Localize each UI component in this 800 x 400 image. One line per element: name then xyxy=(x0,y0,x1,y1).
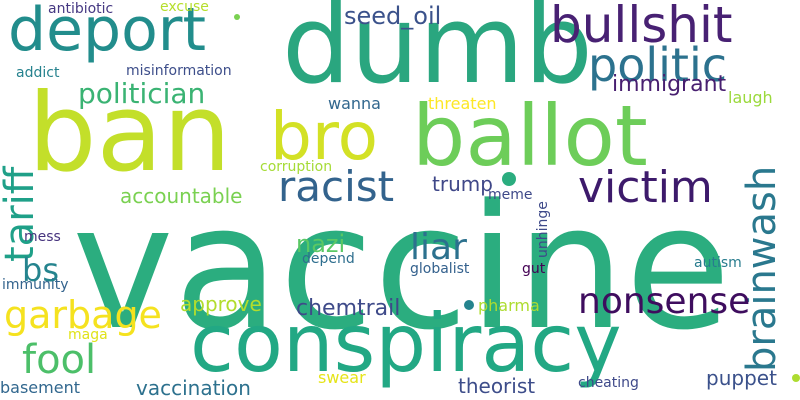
word-gut: gut xyxy=(522,261,546,277)
word-immunity: immunity xyxy=(2,277,69,293)
word-nonsense: nonsense xyxy=(578,281,751,322)
word-garbage: garbage xyxy=(4,293,162,337)
word-swear: swear xyxy=(318,368,366,387)
word-theorist: theorist xyxy=(458,374,536,398)
word-approve: approve xyxy=(180,292,262,316)
dot-mark xyxy=(502,172,516,186)
word-bs: bs xyxy=(22,251,59,289)
word-mess: mess xyxy=(24,229,61,245)
word-vaccination: vaccination xyxy=(136,376,251,400)
word-dumb: dumb xyxy=(282,0,593,108)
word-chemtrail: chemtrail xyxy=(296,296,401,321)
dot-mark xyxy=(234,14,240,20)
word-antibiotic: antibiotic xyxy=(48,1,114,17)
word-pharma: pharma xyxy=(478,296,540,315)
word-autism: autism xyxy=(694,255,742,271)
word-unhinge: unhinge xyxy=(535,201,551,258)
word-tariff: tariff xyxy=(0,166,43,262)
word-nazi: nazi xyxy=(296,230,346,258)
word-excuse: excuse xyxy=(160,0,209,15)
word-deport: deport xyxy=(8,0,206,65)
word-seed-oil: seed_oil xyxy=(344,2,442,30)
word-fool: fool xyxy=(22,337,97,383)
word-bullshit: bullshit xyxy=(550,0,733,54)
word-bro: bro xyxy=(270,98,378,175)
word-threaten: threaten xyxy=(428,94,497,113)
word-victim: victim xyxy=(578,162,713,213)
word-basement: basement xyxy=(0,378,80,397)
word-racist: racist xyxy=(278,162,395,211)
word-ballot: ballot xyxy=(412,87,648,185)
word-depend: depend xyxy=(302,251,355,267)
word-laugh: laugh xyxy=(728,88,773,107)
word-wanna: wanna xyxy=(328,94,381,113)
word-conspiracy: conspiracy xyxy=(190,297,622,390)
word-politician: politician xyxy=(78,77,206,110)
word-misinformation: misinformation xyxy=(126,63,232,79)
dot-mark xyxy=(464,300,474,310)
word-accountable: accountable xyxy=(120,184,243,208)
word-ban: ban xyxy=(28,71,232,196)
word-cheating: cheating xyxy=(578,375,639,391)
word-brainwash: brainwash xyxy=(739,165,785,372)
word-puppet: puppet xyxy=(706,366,777,390)
dot-mark xyxy=(792,374,800,382)
word-meme: meme xyxy=(488,187,533,203)
word-corruption: corruption xyxy=(260,159,333,175)
word-addict: addict xyxy=(16,65,60,81)
word-trump: trump xyxy=(432,172,493,196)
word-maga: maga xyxy=(68,327,108,343)
word-immigrant: immigrant xyxy=(612,72,727,97)
word-globalist: globalist xyxy=(410,261,470,277)
word-vaccine: vaccine xyxy=(72,167,731,368)
word-politic: politic xyxy=(588,38,728,92)
word-liar: liar xyxy=(410,227,467,268)
